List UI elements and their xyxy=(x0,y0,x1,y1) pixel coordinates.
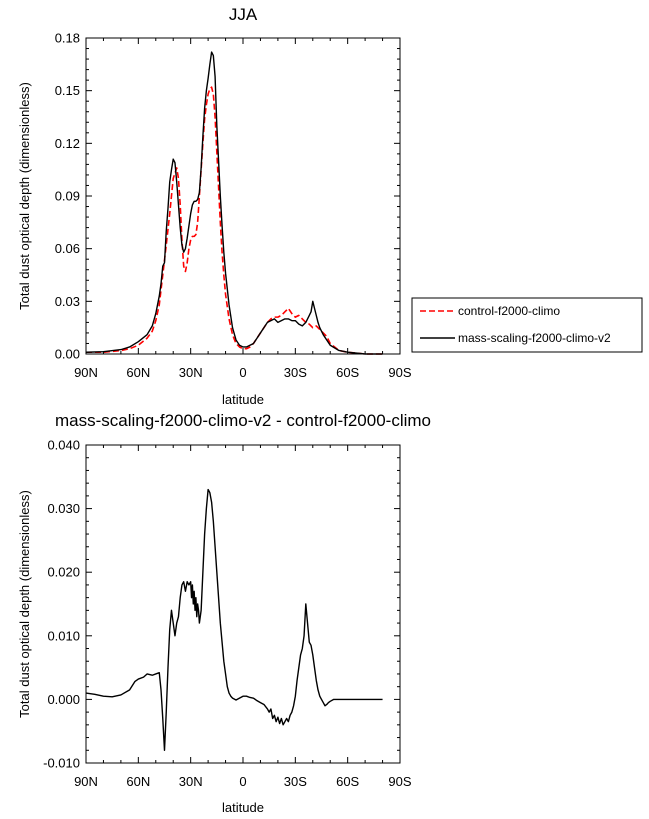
top-x-tick-label: 30N xyxy=(179,365,203,380)
bottom-x-tick-label: 30S xyxy=(284,774,307,789)
top-y-tick-label: 0.03 xyxy=(55,294,80,309)
top-y-tick-label: 0.15 xyxy=(55,83,80,98)
bottom-y-tick-label: 0.010 xyxy=(47,628,80,643)
bottom-y-tick-label: 0.030 xyxy=(47,501,80,516)
bottom-x-axis-label: latitude xyxy=(222,800,264,815)
bottom-y-tick-label: 0.020 xyxy=(47,565,80,580)
bottom-y-tick-label: -0.010 xyxy=(43,756,80,771)
top-x-tick-label: 90N xyxy=(74,365,98,380)
bottom-y-axis-label: Total dust optical depth (dimensionless) xyxy=(17,490,32,718)
bottom-chart-title: mass-scaling-f2000-climo-v2 - control-f2… xyxy=(55,411,431,430)
bottom-x-tick-label: 60S xyxy=(336,774,359,789)
bottom-chart-panel: mass-scaling-f2000-climo-v2 - control-f2… xyxy=(17,411,431,815)
bottom-x-tick-label: 90S xyxy=(388,774,411,789)
top-y-axis-label: Total dust optical depth (dimensionless) xyxy=(17,82,32,310)
bottom-plot-frame xyxy=(85,444,401,764)
top-x-tick-label: 60S xyxy=(336,365,359,380)
top-y-tick-label: 0.06 xyxy=(55,241,80,256)
top-chart-title: JJA xyxy=(229,5,258,24)
top-plot-frame xyxy=(85,37,401,355)
legend-box xyxy=(411,297,643,353)
top-x-axis-label: latitude xyxy=(222,392,264,407)
legend-label-control: control-f2000-climo xyxy=(458,304,560,318)
bottom-x-tick-label: 30N xyxy=(179,774,203,789)
bottom-x-tick-label: 60N xyxy=(126,774,150,789)
legend: control-f2000-climo mass-scaling-f2000-c… xyxy=(411,297,643,353)
bottom-y-tick-label: 0.000 xyxy=(47,692,80,707)
top-x-tick-label: 60N xyxy=(126,365,150,380)
top-chart-panel: JJA 90N 60N 30N 0 30S 60S 90S 0.00 0.03 0.06 0.09 0… xyxy=(17,5,412,407)
top-series-line-control-f2000-climo xyxy=(86,86,383,355)
top-y-tick-label: 0.18 xyxy=(55,31,80,46)
top-y-tick-label: 0.09 xyxy=(55,189,80,204)
top-x-tick-label: 90S xyxy=(388,365,411,380)
top-series-line-mass-scaling-f2000-climo-v2 xyxy=(85,51,383,355)
bottom-y-tick-label: 0.040 xyxy=(47,438,80,453)
top-x-tick-label: 30S xyxy=(284,365,307,380)
bottom-x-tick-label: 0 xyxy=(239,774,246,789)
top-y-tick-label: 0.12 xyxy=(55,136,80,151)
legend-label-mass-scaling: mass-scaling-f2000-climo-v2 xyxy=(458,331,611,345)
bottom-x-tick-label: 90N xyxy=(74,774,98,789)
top-x-tick-label: 0 xyxy=(239,365,246,380)
top-y-tick-label: 0.00 xyxy=(55,347,80,362)
bottom-series-line-difference xyxy=(85,488,383,751)
